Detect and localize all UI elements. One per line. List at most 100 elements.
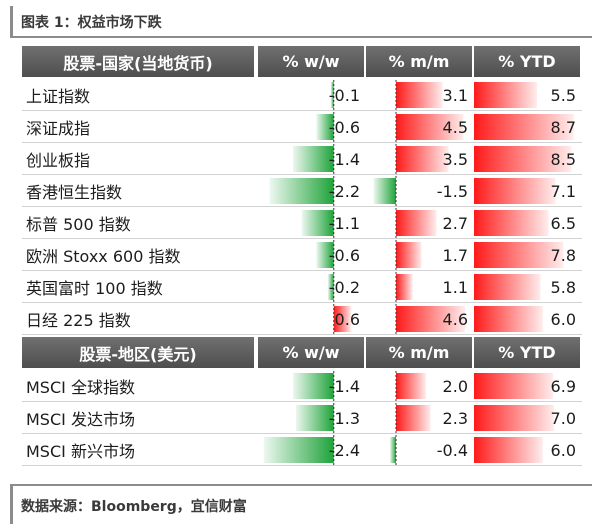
- data-bar: [474, 178, 556, 204]
- data-bar: [301, 210, 334, 236]
- data-label: 4.5: [442, 117, 468, 137]
- data-bar: [474, 373, 554, 399]
- row-divider: [22, 142, 582, 143]
- row-divider: [22, 238, 582, 239]
- row-label: MSCI 全球指数: [26, 378, 135, 397]
- row-divider: [22, 110, 582, 111]
- row-divider: [22, 206, 582, 207]
- row-label: MSCI 新兴市场: [26, 442, 135, 461]
- data-label: 0.6: [334, 309, 360, 329]
- data-label: -0.1: [328, 85, 360, 105]
- data-label: 7.1: [550, 181, 576, 201]
- data-bar: [327, 274, 334, 300]
- data-bar: [373, 178, 396, 204]
- footer-bar: 数据来源：Bloomberg，宜信财富: [10, 484, 592, 524]
- data-label: -0.2: [328, 277, 360, 297]
- data-bar: [269, 178, 334, 204]
- column-header: % w/w: [258, 337, 366, 368]
- column-header: % m/m: [366, 337, 474, 368]
- data-bar: [316, 114, 334, 140]
- data-label: -2.2: [328, 181, 360, 201]
- data-bar: [396, 210, 437, 236]
- data-bar: [396, 146, 449, 172]
- data-bar: [474, 146, 572, 172]
- data-bar: [333, 306, 352, 332]
- data-label: 5.5: [550, 85, 576, 105]
- data-label: 3.1: [442, 85, 468, 105]
- data-label: -2.4: [328, 440, 360, 460]
- data-bar: [396, 274, 413, 300]
- data-label: -1.3: [328, 408, 360, 428]
- data-label: 1.7: [442, 245, 468, 265]
- data-bar: [474, 114, 574, 140]
- data-bar: [474, 405, 555, 431]
- data-label: 4.6: [442, 309, 468, 329]
- data-bar: [396, 82, 443, 108]
- row-divider: [22, 174, 582, 175]
- data-bar: [474, 437, 543, 463]
- data-label: 6.9: [550, 376, 576, 396]
- section-header: 股票-地区(美元): [22, 337, 256, 368]
- data-label: 7.8: [550, 245, 576, 265]
- data-label: -1.5: [436, 181, 468, 201]
- column-header: % YTD: [474, 337, 582, 368]
- row-label: 日经 225 指数: [26, 311, 131, 330]
- row-divider: [22, 302, 582, 303]
- data-label: 1.1: [442, 277, 468, 297]
- data-bar: [330, 82, 334, 108]
- row-label: 创业板指: [26, 151, 91, 170]
- data-bar: [316, 242, 334, 268]
- data-label: 7.0: [550, 408, 576, 428]
- data-bar: [396, 242, 422, 268]
- section-header: 股票-国家(当地货币): [22, 46, 256, 77]
- data-bar: [396, 373, 426, 399]
- data-label: -0.6: [328, 245, 360, 265]
- data-bar: [292, 373, 334, 399]
- data-label: 5.8: [550, 277, 576, 297]
- row-divider: [22, 401, 582, 402]
- chart-title: 图表 1：权益市场下跌: [21, 15, 162, 31]
- row-label: MSCI 发达市场: [26, 410, 135, 429]
- data-label: 8.7: [550, 117, 576, 137]
- data-label: 8.5: [550, 149, 576, 169]
- data-label: -1.4: [328, 376, 360, 396]
- data-bar: [474, 274, 541, 300]
- column-header: % w/w: [258, 46, 366, 77]
- data-bar: [474, 242, 564, 268]
- bar-layer: [256, 46, 574, 468]
- row-label: 标普 500 指数: [26, 215, 131, 234]
- data-bar: [295, 405, 334, 431]
- data-bar: [292, 146, 334, 172]
- data-label: 6.0: [550, 309, 576, 329]
- data-label: 2.3: [442, 408, 468, 428]
- column-header: % YTD: [474, 46, 582, 77]
- data-label: 6.0: [550, 440, 576, 460]
- row-divider: [22, 270, 582, 271]
- data-bar: [396, 114, 464, 140]
- data-label: 6.5: [550, 213, 576, 233]
- data-label: -1.1: [328, 213, 360, 233]
- data-label: -1.4: [328, 149, 360, 169]
- column-header: % m/m: [366, 46, 474, 77]
- data-bar: [474, 82, 538, 108]
- market-table: 股票-国家(当地货币)% w/w% m/m% YTD 上证指数 -0.1 3.1 5.5…: [22, 46, 582, 476]
- data-label: -0.6: [328, 117, 360, 137]
- row-label: 深证成指: [26, 119, 91, 138]
- row-label: 上证指数: [26, 87, 91, 106]
- row-label: 欧洲 Stoxx 600 指数: [26, 247, 181, 266]
- source-note: 数据来源：Bloomberg，宜信财富: [21, 499, 247, 515]
- data-bar: [474, 306, 543, 332]
- title-bar: 图表 1：权益市场下跌: [10, 6, 592, 38]
- row-divider: [22, 465, 582, 466]
- data-label: -0.4: [436, 440, 468, 460]
- data-bar: [263, 437, 334, 463]
- row-label: 英国富时 100 指数: [26, 279, 163, 298]
- data-label: 3.5: [442, 149, 468, 169]
- row-label: 香港恒生指数: [26, 183, 123, 202]
- data-label: 2.7: [442, 213, 468, 233]
- data-label: 2.0: [442, 376, 468, 396]
- data-bar: [474, 210, 549, 236]
- data-bar: [390, 437, 396, 463]
- row-divider: [22, 433, 582, 434]
- data-bar: [396, 405, 431, 431]
